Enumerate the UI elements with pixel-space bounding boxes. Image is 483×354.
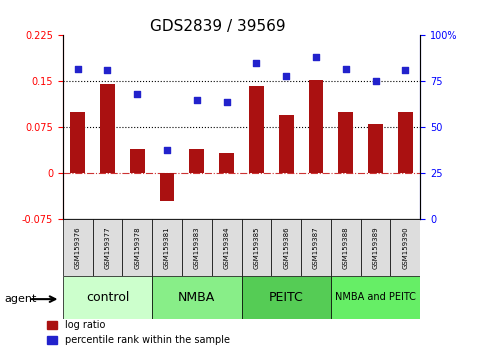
- Point: [282, 73, 290, 79]
- Text: GDS2839 / 39569: GDS2839 / 39569: [150, 19, 285, 34]
- FancyBboxPatch shape: [301, 219, 331, 276]
- Point: [133, 91, 141, 97]
- FancyBboxPatch shape: [63, 219, 93, 276]
- Point: [74, 66, 82, 72]
- Text: PEITC: PEITC: [269, 291, 303, 304]
- Point: [193, 97, 201, 103]
- FancyBboxPatch shape: [212, 219, 242, 276]
- Bar: [249, 86, 264, 173]
- Text: GSM159383: GSM159383: [194, 227, 200, 269]
- Legend: log ratio, percentile rank within the sample: log ratio, percentile rank within the sa…: [43, 316, 234, 349]
- FancyBboxPatch shape: [242, 276, 331, 319]
- Text: GSM159378: GSM159378: [134, 227, 140, 269]
- FancyBboxPatch shape: [122, 219, 152, 276]
- Bar: [398, 112, 413, 173]
- Point: [372, 79, 380, 84]
- Text: GSM159384: GSM159384: [224, 227, 229, 269]
- Text: GSM159376: GSM159376: [75, 227, 81, 269]
- Point: [253, 60, 260, 66]
- FancyBboxPatch shape: [331, 276, 420, 319]
- Text: GSM159381: GSM159381: [164, 227, 170, 269]
- Text: control: control: [86, 291, 129, 304]
- Bar: [130, 149, 145, 173]
- FancyBboxPatch shape: [271, 219, 301, 276]
- Bar: [219, 153, 234, 173]
- FancyBboxPatch shape: [93, 219, 122, 276]
- Bar: [368, 124, 383, 173]
- FancyBboxPatch shape: [182, 219, 212, 276]
- Bar: [100, 85, 115, 173]
- Point: [104, 68, 112, 73]
- Point: [342, 66, 350, 72]
- Point: [163, 147, 171, 152]
- FancyBboxPatch shape: [331, 219, 361, 276]
- Text: NMBA: NMBA: [178, 291, 215, 304]
- FancyBboxPatch shape: [152, 276, 242, 319]
- FancyBboxPatch shape: [390, 219, 420, 276]
- Point: [312, 55, 320, 60]
- Bar: [70, 112, 85, 173]
- Text: GSM159387: GSM159387: [313, 227, 319, 269]
- FancyBboxPatch shape: [242, 219, 271, 276]
- Bar: [159, 173, 174, 201]
- Bar: [338, 112, 353, 173]
- Text: GSM159377: GSM159377: [104, 227, 111, 269]
- Text: GSM159388: GSM159388: [343, 227, 349, 269]
- FancyBboxPatch shape: [361, 219, 390, 276]
- Text: agent: agent: [5, 294, 37, 304]
- Text: NMBA and PEITC: NMBA and PEITC: [335, 292, 416, 302]
- Bar: [279, 115, 294, 173]
- Bar: [309, 80, 324, 173]
- FancyBboxPatch shape: [152, 219, 182, 276]
- Bar: [189, 149, 204, 173]
- Text: GSM159385: GSM159385: [254, 227, 259, 269]
- FancyBboxPatch shape: [63, 276, 152, 319]
- Text: GSM159386: GSM159386: [283, 227, 289, 269]
- Text: GSM159389: GSM159389: [372, 227, 379, 269]
- Point: [401, 68, 409, 73]
- Point: [223, 99, 230, 104]
- Text: GSM159390: GSM159390: [402, 227, 408, 269]
